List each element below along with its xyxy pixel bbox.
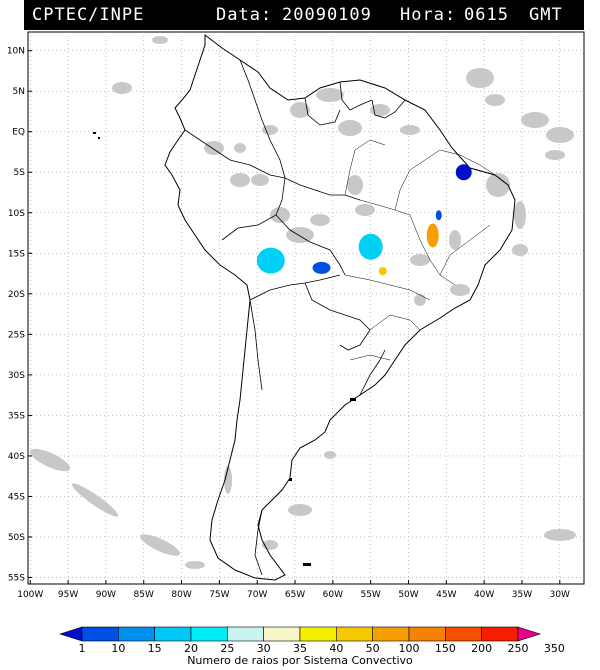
colorbar-tick-label: 200 <box>471 642 492 655</box>
lat-lon-grid <box>28 32 584 584</box>
islands <box>93 132 356 566</box>
lat-label: 35S <box>8 411 25 421</box>
colorbar-tick-label: 50 <box>366 642 380 655</box>
colorbar-swatch <box>190 626 228 642</box>
country-borders <box>184 59 406 576</box>
colorbar-swatch <box>408 626 446 642</box>
colorbar-caption: Numero de raios por Sistema Convectivo <box>187 654 413 667</box>
lon-label: 35W <box>512 590 532 600</box>
convective-system <box>455 164 472 181</box>
lon-label: 55W <box>360 590 380 600</box>
convective-system <box>256 247 285 274</box>
lat-label: 15S <box>8 249 25 259</box>
map-frame <box>27 31 585 585</box>
longitude-labels: 100W 95W 90W 85W 80W 75W 70W 65W 60W 55W 50W 45W 40W… <box>17 580 570 600</box>
lon-label: 45W <box>436 590 456 600</box>
state-borders <box>344 139 496 361</box>
lon-label: 85W <box>134 590 154 600</box>
convective-system <box>435 210 442 221</box>
colorbar-swatch <box>118 626 155 642</box>
lat-label: 30S <box>8 371 25 381</box>
colorbar-tick-label: 250 <box>508 642 529 655</box>
lon-label: 100W <box>17 590 43 600</box>
lat-label: 20S <box>8 290 25 300</box>
lat-label: 55S <box>8 574 25 584</box>
convective-system <box>312 261 331 274</box>
lon-label: 30W <box>550 590 570 600</box>
colorbar-left-arrow <box>59 626 83 642</box>
convective-system <box>358 233 383 260</box>
lat-label: 45S <box>8 492 25 502</box>
lat-label: 5N <box>13 87 25 97</box>
lon-label: 80W <box>171 590 191 600</box>
south-america-coastline <box>164 33 516 581</box>
time-zone: GMT <box>529 5 563 25</box>
map-header: CPTEC/INPE Data: 20090109 Hora: 0615 GMT <box>24 0 584 30</box>
colorbar: 1 10 15 20 25 30 35 40 50 100 150 200 250 350 <box>59 626 565 655</box>
lon-label: 75W <box>209 590 229 600</box>
latitude-labels: 10N 5N EQ 5S 10S 15S 20S 25S 30S 35S 40S 45S 50S 55S <box>7 47 32 584</box>
lon-label: 95W <box>58 590 78 600</box>
colorbar-swatch <box>481 626 519 642</box>
lat-label: 10N <box>7 47 25 57</box>
time-label: Hora: <box>400 5 457 25</box>
colorbar-right-arrow <box>517 626 541 642</box>
lat-label: 40S <box>8 452 25 462</box>
lat-label: 5S <box>14 168 26 178</box>
colorbar-tick-label: 1 <box>79 642 86 655</box>
lon-label: 90W <box>96 590 116 600</box>
convective-systems <box>256 164 472 276</box>
lat-label: 50S <box>8 533 25 543</box>
colorbar-tick-label: 25 <box>220 642 234 655</box>
convective-system <box>378 267 387 276</box>
lon-label: 60W <box>323 590 343 600</box>
date-label: Data: <box>216 5 273 25</box>
lat-label: 25S <box>8 330 25 340</box>
colorbar-swatch <box>372 626 410 642</box>
colorbar-swatch <box>336 626 373 642</box>
time-value: 0615 <box>464 5 509 25</box>
colorbar-tick-label: 20 <box>184 642 198 655</box>
convective-system <box>426 223 439 248</box>
lat-label: EQ <box>12 128 25 138</box>
lon-label: 50W <box>398 590 418 600</box>
colorbar-tick-label: 10 <box>111 642 125 655</box>
colorbar-swatch <box>81 626 119 642</box>
colorbar-tick-label: 150 <box>435 642 456 655</box>
colorbar-swatch <box>154 626 192 642</box>
colorbar-tick-label: 35 <box>293 642 307 655</box>
colorbar-tick-label: 100 <box>399 642 420 655</box>
colorbar-swatch <box>299 626 337 642</box>
source-label: CPTEC/INPE <box>32 5 145 25</box>
colorbar-tick-label: 40 <box>329 642 343 655</box>
colorbar-tick-label: 30 <box>257 642 271 655</box>
colorbar-tick-label: 15 <box>148 642 162 655</box>
colorbar-swatch <box>263 626 301 642</box>
colorbar-tick-label: 350 <box>544 642 565 655</box>
colorbar-swatch <box>227 626 264 642</box>
lon-label: 40W <box>474 590 494 600</box>
cloud-cover <box>29 36 576 569</box>
lat-label: 10S <box>8 209 25 219</box>
lon-label: 70W <box>247 590 267 600</box>
colorbar-swatch <box>445 626 482 642</box>
date-value: 20090109 <box>282 5 372 25</box>
lon-label: 65W <box>285 590 305 600</box>
